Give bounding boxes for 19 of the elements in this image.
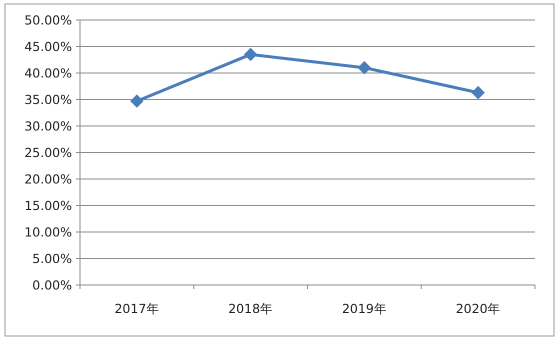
y-tick-label: 5.00%: [32, 251, 72, 266]
y-tick-label: 10.00%: [24, 224, 72, 240]
x-tick-label: 2017年: [114, 301, 160, 316]
y-tick-label: 40.00%: [24, 66, 72, 80]
x-tick-label: 2019年: [342, 301, 387, 316]
y-tick-label: 35.00%: [24, 92, 72, 107]
y-tick-label: 25.00%: [24, 145, 72, 160]
y-tick-label: 45.00%: [24, 39, 72, 54]
x-tick-label: 2020年: [456, 301, 501, 316]
point: [472, 86, 485, 100]
y-tick-label: 30.00%: [24, 118, 72, 134]
point: [358, 61, 371, 74]
x-tick-label: 2018年: [228, 301, 274, 316]
y-tick-label: 15.00%: [24, 198, 72, 213]
y-tick-label: 50.00%: [24, 12, 72, 28]
y-tick-label: 0.00%: [32, 278, 72, 292]
y-tick-label: 20.00%: [24, 172, 72, 186]
point: [130, 94, 144, 108]
point: [244, 48, 258, 61]
